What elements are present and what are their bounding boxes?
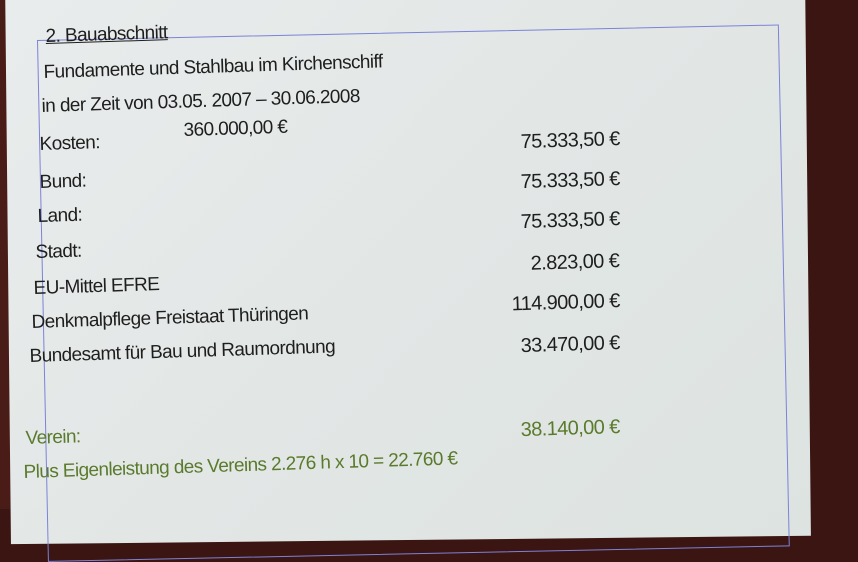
costs-value: 360.000,00 € bbox=[183, 116, 288, 142]
first-value: 75.333,50 € bbox=[520, 128, 620, 154]
row-label: EU-Mittel EFRE bbox=[33, 274, 160, 300]
row-value: 75.333,50 € bbox=[520, 168, 620, 194]
row-label: Land: bbox=[37, 204, 83, 228]
verein-label: Verein: bbox=[25, 426, 81, 450]
row-value: 33.470,00 € bbox=[520, 332, 620, 358]
row-value-verein: 38.140,00 € bbox=[520, 416, 620, 442]
costs-label: Kosten: bbox=[39, 132, 101, 156]
background-edge bbox=[0, 0, 10, 509]
verein-value: 38.140,00 € bbox=[520, 416, 620, 442]
slide-heading: 2. Bauabschnitt bbox=[45, 22, 168, 48]
row-label: Bund: bbox=[39, 170, 87, 194]
row-label: Stadt: bbox=[35, 240, 82, 264]
row-value: 114.900,00 € bbox=[511, 290, 620, 316]
row-value: 2.823,00 € bbox=[530, 250, 620, 275]
row-value: 75.333,50 € bbox=[520, 208, 620, 234]
